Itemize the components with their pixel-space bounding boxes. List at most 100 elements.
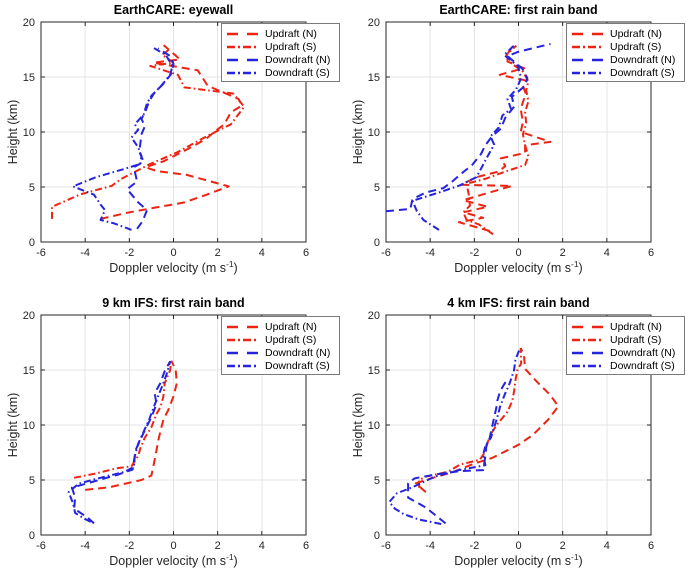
legend: Updraft (N) Updraft (S) Downdraft (N) Downd…	[566, 23, 685, 82]
chart-title: 4 km IFS: first rain band	[447, 296, 590, 310]
series-line-updraft-n	[457, 43, 552, 232]
legend-entry: Updraft (S)	[567, 40, 684, 53]
legend-entry: Downdraft (S)	[222, 66, 339, 79]
legend-entry-label: Updraft (N)	[610, 27, 662, 40]
legend-entry-label: Downdraft (N)	[610, 53, 676, 66]
legend-entry-label: Updraft (N)	[265, 320, 317, 333]
y-tick-label: 0	[29, 237, 35, 249]
series-line-updraft-s	[73, 360, 173, 479]
legend-entry: Updraft (S)	[567, 333, 684, 346]
x-tick-label: 0	[170, 247, 176, 259]
legend-entry-label: Updraft (S)	[265, 333, 317, 346]
y-tick-label: 15	[368, 365, 380, 377]
y-tick-label: 0	[374, 237, 380, 249]
x-tick-label: 0	[515, 247, 521, 259]
x-axis-label-superscript: -1	[570, 259, 579, 269]
y-tick-label: 10	[368, 420, 380, 432]
y-tick-label: 15	[368, 72, 380, 84]
series-line-downdraft-n	[385, 43, 551, 213]
legend-entry: Downdraft (S)	[222, 359, 339, 372]
legend-entry-label: Downdraft (S)	[610, 359, 675, 372]
series-line-updraft-n	[414, 347, 560, 493]
y-tick-label: 10	[368, 127, 380, 139]
x-tick-label: 6	[303, 540, 309, 552]
legend-line-sample-dashed	[227, 58, 259, 61]
series-line-downdraft-s	[67, 360, 172, 523]
series-line-updraft-s	[51, 47, 246, 219]
x-axis-label: Doppler velocity (m s-1)	[41, 259, 306, 275]
x-tick-label: 2	[560, 247, 566, 259]
y-tick-label: 20	[23, 310, 35, 322]
y-tick-label: 10	[23, 420, 35, 432]
chart-title: EarthCARE: first rain band	[439, 3, 598, 17]
legend-entry-label: Downdraft (N)	[610, 346, 676, 359]
legend-entry-label: Updraft (N)	[610, 320, 662, 333]
x-axis-label-superscript: -1	[225, 552, 234, 562]
legend-line-sample-dashed	[572, 58, 604, 61]
legend-entry-label: Updraft (N)	[265, 27, 317, 40]
legend: Updraft (N) Updraft (S) Downdraft (N) Downd…	[566, 316, 685, 375]
legend-line-sample-dashed	[572, 325, 604, 328]
legend: Updraft (N) Updraft (S) Downdraft (N) Downd…	[221, 316, 340, 375]
legend-line-sample-dashdot	[227, 364, 259, 367]
x-tick-label: 2	[215, 247, 221, 259]
y-tick-label: 5	[374, 475, 380, 487]
legend-entry-label: Downdraft (N)	[265, 346, 331, 359]
y-tick-label: 15	[23, 72, 35, 84]
subplot-earthcare-eyewall: EarthCARE: eyewall Height (km) -6 -4 -2 0 2 4…	[0, 0, 345, 293]
legend-entry: Downdraft (S)	[567, 66, 684, 79]
legend-entry: Updraft (N)	[222, 27, 339, 40]
x-axis-label-text: Doppler velocity (m s	[454, 261, 571, 276]
x-tick-label: 4	[259, 540, 265, 552]
chart-title: EarthCARE: eyewall	[113, 3, 234, 17]
legend-line-sample-dashed	[227, 351, 259, 354]
legend-entry-label: Downdraft (S)	[610, 66, 675, 79]
legend-entry: Downdraft (S)	[567, 359, 684, 372]
legend-entry: Updraft (S)	[222, 40, 339, 53]
x-axis-label-text: Doppler velocity (m s	[109, 261, 226, 276]
y-tick-label: 0	[29, 530, 35, 542]
y-tick-label: 5	[29, 182, 35, 194]
x-axis-label: Doppler velocity (m s-1)	[386, 259, 651, 275]
legend-entry-label: Updraft (S)	[265, 40, 317, 53]
legend-line-sample-dashdot	[227, 71, 259, 74]
x-tick-label: 6	[303, 247, 309, 259]
y-tick-label: 20	[368, 310, 380, 322]
y-tick-label: 20	[368, 17, 380, 29]
y-tick-label: 20	[23, 17, 35, 29]
legend-entry-label: Downdraft (N)	[265, 53, 331, 66]
legend-line-sample-dashdot	[227, 338, 259, 341]
legend-entry-label: Downdraft (S)	[265, 66, 330, 79]
legend-line-sample-dashdot	[572, 338, 604, 341]
subplot-4km-ifs-first-rain-band: 4 km IFS: first rain band Height (km) -6…	[345, 293, 690, 586]
plot-area: -6 -4 -2 0 2 4 6 0 5 10 15 20	[23, 310, 309, 552]
x-tick-label: 2	[215, 540, 221, 552]
legend-entry: Downdraft (N)	[222, 53, 339, 66]
x-tick-label: -2	[469, 247, 479, 259]
legend-line-sample-dashdot	[227, 45, 259, 48]
x-axis-label-text: Doppler velocity (m s	[109, 554, 226, 569]
x-tick-label: 6	[648, 247, 654, 259]
x-axis-label-close: )	[578, 261, 583, 276]
legend-line-sample-dashed	[227, 325, 259, 328]
legend-entry: Downdraft (N)	[567, 53, 684, 66]
x-tick-label: 2	[560, 540, 566, 552]
legend-entry-label: Downdraft (S)	[265, 359, 330, 372]
x-tick-label: 0	[515, 540, 521, 552]
legend-line-sample-dashdot	[572, 45, 604, 48]
x-axis-label-text: Doppler velocity (m s	[454, 554, 571, 569]
x-tick-label: -4	[425, 247, 435, 259]
legend-entry: Downdraft (N)	[222, 346, 339, 359]
legend-entry: Updraft (N)	[567, 27, 684, 40]
x-tick-label: -6	[36, 540, 46, 552]
legend-entry-label: Updraft (S)	[610, 333, 662, 346]
series-line-updraft-n	[100, 44, 243, 220]
series-line-updraft-n	[85, 360, 178, 491]
x-tick-label: -4	[80, 247, 90, 259]
x-tick-label: -2	[124, 247, 134, 259]
x-axis-label: Doppler velocity (m s-1)	[41, 552, 306, 568]
x-axis-label-close: )	[578, 554, 583, 569]
x-axis-label-superscript: -1	[225, 259, 234, 269]
series-line-downdraft-n	[126, 47, 175, 230]
